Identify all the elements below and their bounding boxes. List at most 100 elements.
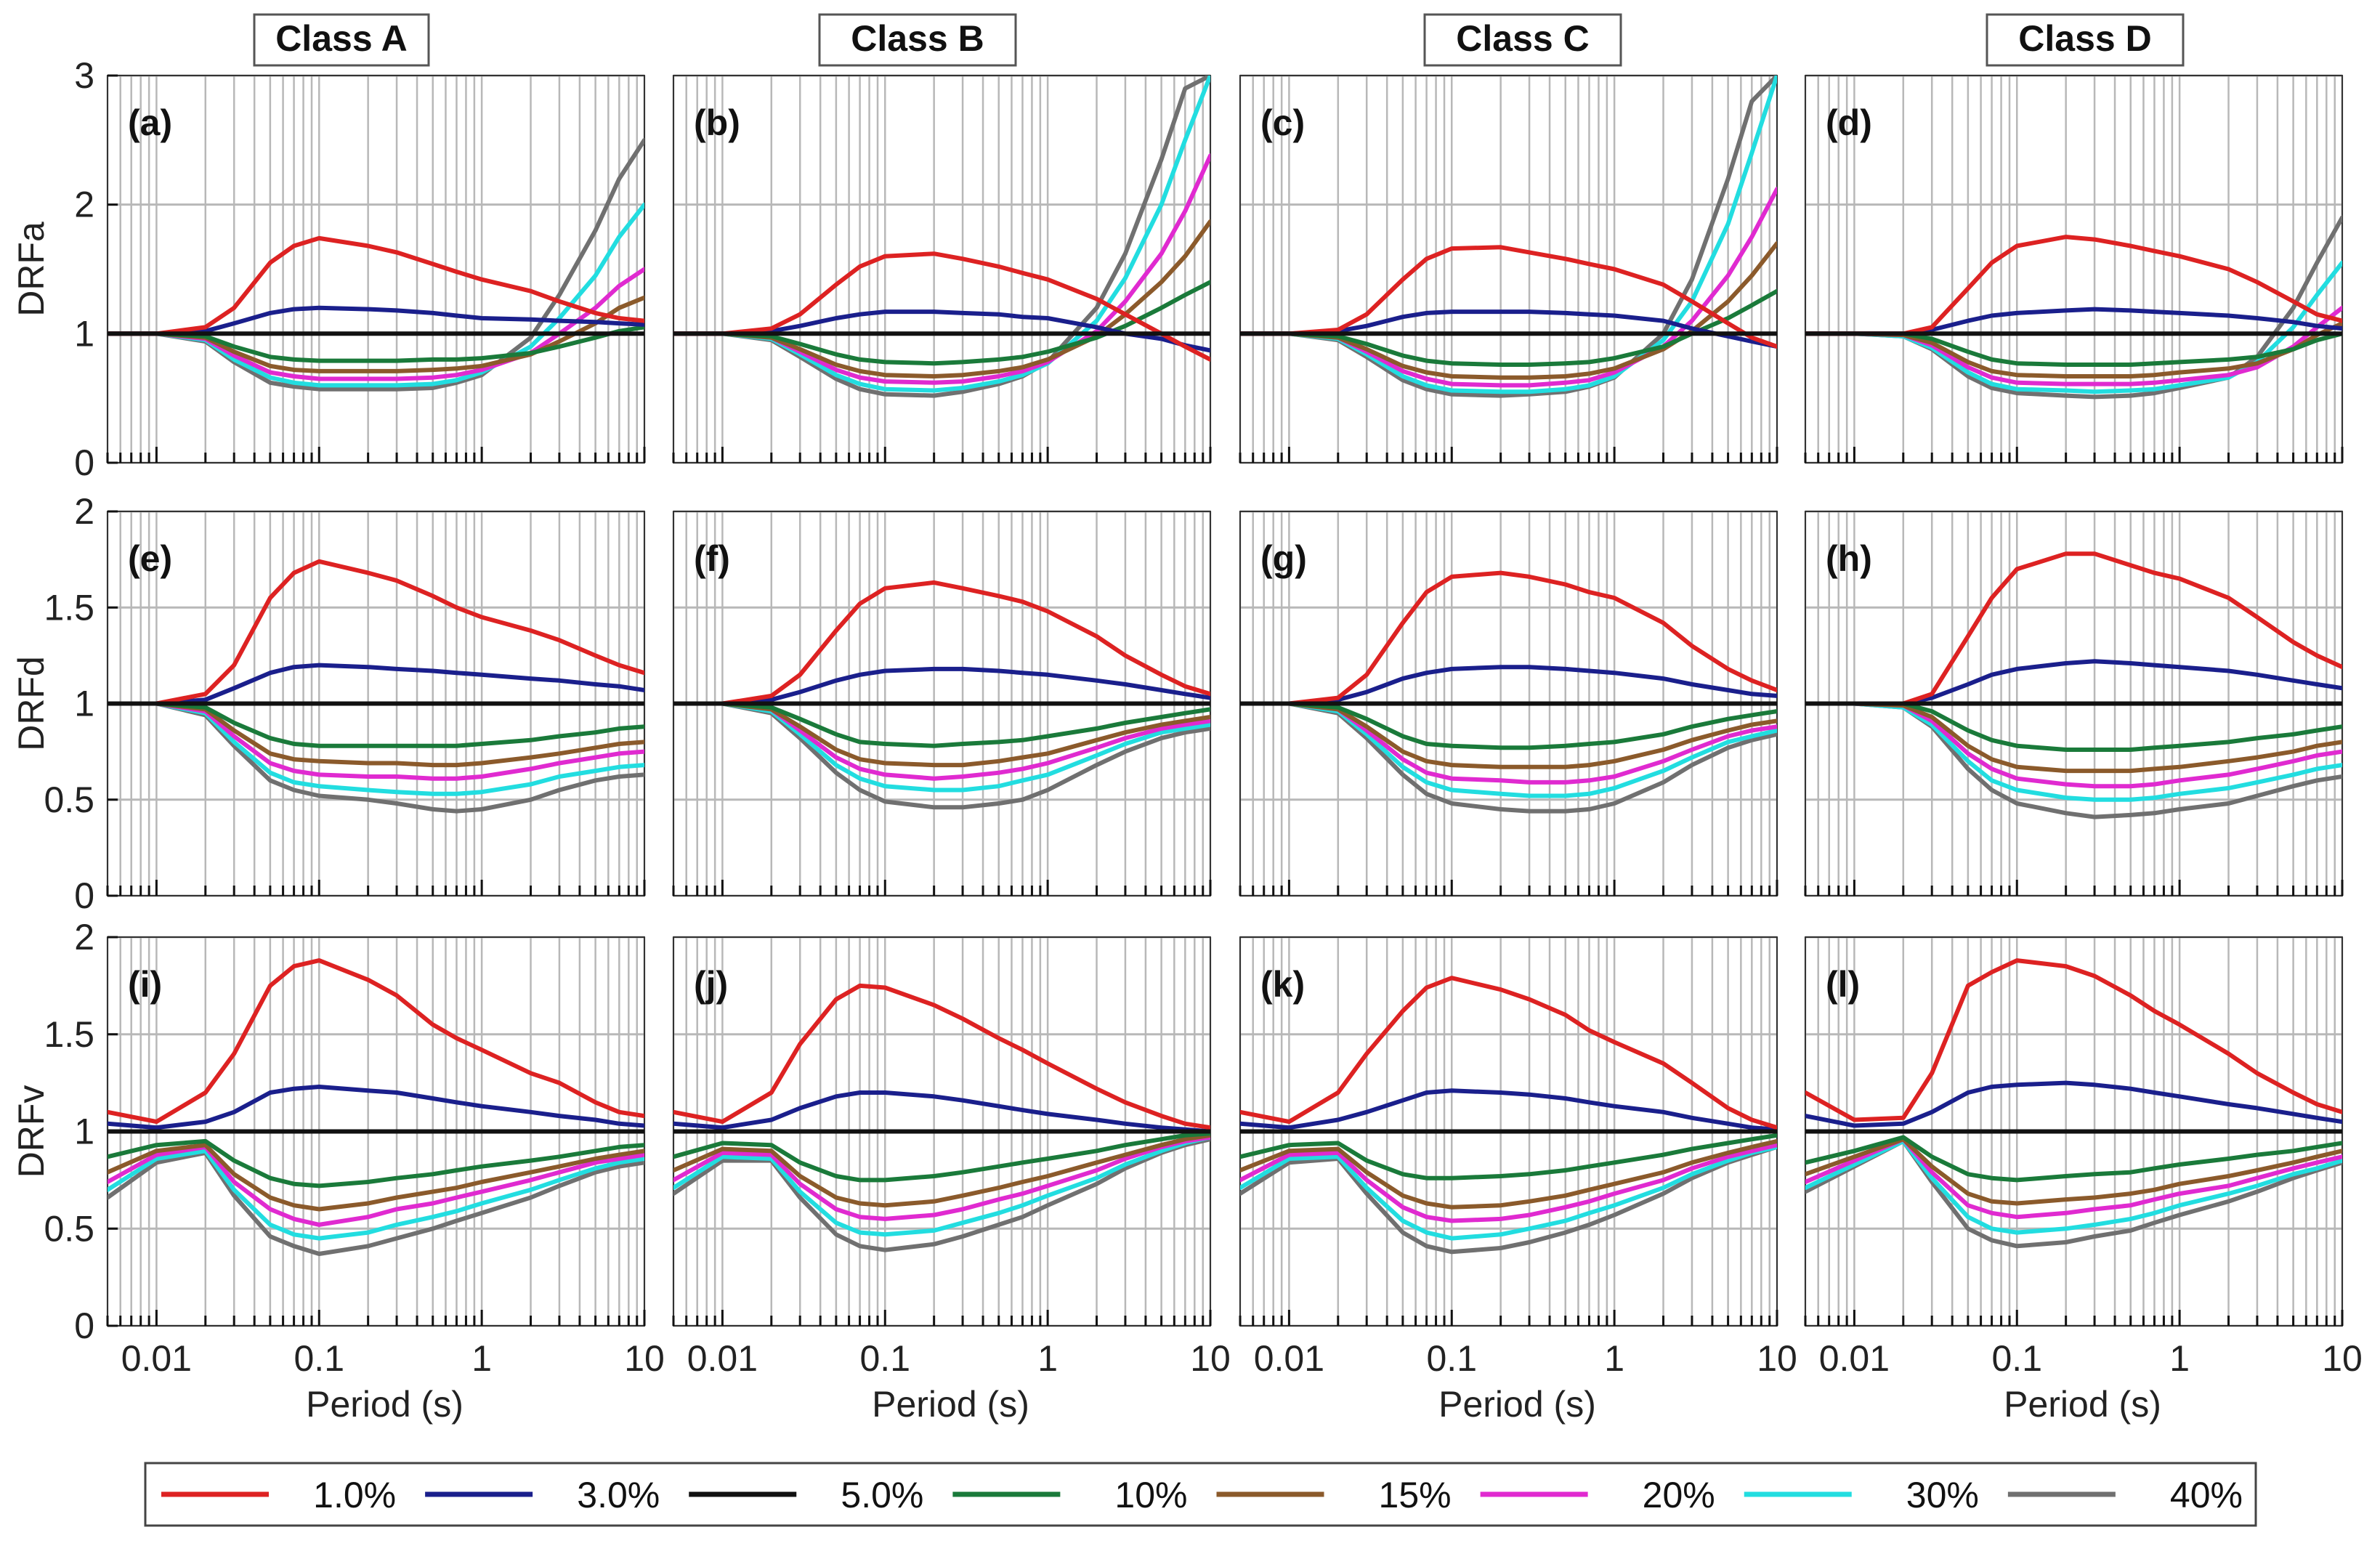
curve-40pct [1240,1144,1777,1255]
class-header-label: Class A [275,18,408,59]
curve-1-0pct [1805,551,2342,706]
y-tick-label: 2 [74,491,94,532]
curve-40pct [108,701,644,814]
legend-item: 20% [1480,1475,1715,1515]
x-tick-label: 0.01 [1254,1338,1324,1379]
x-tick-label: 1 [1604,1338,1624,1379]
curve-1-0pct [108,559,644,706]
curve-3-0pct [108,1085,644,1130]
panels: 0 1 2 3 (a) (b) (c) (d) 0 0.5 1 1.5 2 (e) (f) (g) (h) 0 0.… [44,55,2362,1425]
legend-item: 1.0% [161,1475,396,1515]
legend-label: 20% [1643,1475,1715,1515]
curve-10pct [108,1138,644,1188]
class-header: Class C [1423,13,1622,67]
x-tick-label: 0.1 [1427,1338,1478,1379]
y-tick-label: 0 [74,442,94,483]
x-tick-label: 10 [624,1338,665,1379]
y-tick-label: 0.5 [44,1208,94,1249]
y-tick-label: 0 [74,875,94,916]
x-tick-label: 0.1 [1992,1338,2043,1379]
panel-frame [107,75,645,463]
curve-20pct [1240,1143,1777,1223]
curve-3-0pct [1240,1088,1777,1132]
curve-40pct [673,701,1210,810]
curve-10pct [1240,701,1777,750]
curve-30pct [108,202,644,388]
panel-label: (c) [1260,102,1305,143]
panel: 0 0.5 1 1.5 2 (i) 0.01 0.1 1 10 Period (s) [44,917,664,1425]
x-tick-label: 0.01 [687,1338,758,1379]
curve-20pct [1805,701,2342,789]
y-tick-label: 0 [74,1305,94,1346]
curve-15pct [673,219,1210,378]
class-header-box [1986,13,2185,67]
panel: 0 0.5 1 1.5 2 (e) [44,491,646,916]
curve-30pct [673,701,1210,793]
curve-1-0pct [1240,976,1777,1130]
class-headers: Class A Class B Class C Class D [253,13,2185,67]
curve-10pct [1805,331,2342,367]
class-header-box [253,13,430,67]
curve-20pct [673,701,1210,781]
class-header: Class A [253,13,430,67]
legend-label: 10% [1114,1475,1187,1515]
x-tick-label: 0.01 [121,1338,192,1379]
panel-label: (i) [128,964,162,1005]
class-header-label: Class B [851,18,984,59]
legend-item: 30% [1744,1475,1979,1515]
y-tick-label: 2 [74,917,94,957]
y-axis-title: DRFv [11,1085,52,1178]
curve-40pct [108,1150,644,1256]
panel: (l) 0.01 0.1 1 10 Period (s) [1804,936,2363,1425]
legend-item: 5.0% [689,1475,923,1515]
curve-20pct [108,267,644,381]
row-labels: DRFa DRFd DRFv [11,222,52,1178]
curve-30pct [673,76,1210,393]
curve-15pct [1805,701,2342,774]
y-tick-label: 1.5 [44,587,94,628]
curve-15pct [1240,241,1777,380]
y-tick-label: 3 [74,55,94,96]
panel-label: (g) [1260,538,1307,579]
curve-30pct [1240,1144,1777,1241]
curve-3-0pct [1805,307,2342,336]
curve-10pct [108,701,644,748]
curve-1-0pct [108,235,644,336]
curve-15pct [1805,321,2342,378]
class-header: Class D [1986,13,2185,67]
legend-item: 10% [952,1475,1188,1515]
curve-30pct [673,1135,1210,1237]
x-tick-label: 1 [2169,1338,2190,1379]
class-header-box [1423,13,1622,67]
curve-40pct [1240,701,1777,814]
curve-10pct [108,325,644,363]
legend: 1.0% 3.0% 5.0% 10% 15% 20% 30% 40% [144,1462,2257,1527]
curve-10pct [1240,288,1777,367]
curve-30pct [1805,701,2342,802]
panel: (d) [1804,74,2344,464]
x-tick-label: 10 [1190,1338,1231,1379]
curve-15pct [108,701,644,768]
curve-1-0pct [673,580,1210,706]
curve-10pct [1805,701,2342,752]
panel-label: (d) [1826,102,1872,143]
x-tick-label: 1 [1037,1338,1058,1379]
y-tick-label: 2 [74,185,94,225]
curve-3-0pct [673,666,1210,706]
curve-40pct [1805,215,2342,400]
panel-frame [1805,75,2343,463]
legend-label: 40% [2170,1475,2243,1515]
curve-3-0pct [1240,309,1777,349]
curve-1-0pct [1240,245,1777,349]
curve-40pct [1805,1138,2342,1249]
panel-label: (h) [1826,538,1872,579]
curve-15pct [1240,701,1777,769]
class-header-label: Class D [2018,18,2151,59]
curve-3-0pct [1805,659,2342,706]
panel: 0 1 2 3 (a) [74,55,646,483]
curve-10pct [1240,1133,1777,1180]
panel: (h) [1804,510,2344,897]
curve-1-0pct [108,958,644,1125]
legend-label: 1.0% [313,1475,396,1515]
curve-10pct [673,701,1210,748]
